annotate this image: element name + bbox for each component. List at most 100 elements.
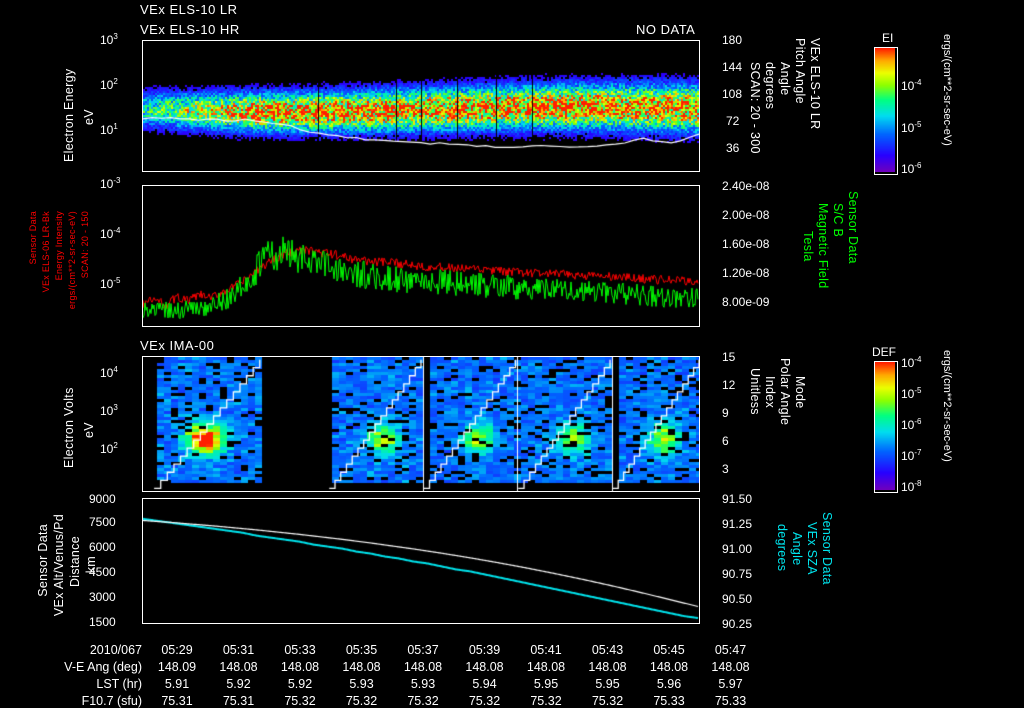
panel2-left-label-2: Energy Intensity xyxy=(54,211,64,281)
axis-tick xyxy=(699,207,700,208)
axis-tick xyxy=(477,498,478,499)
axis-tick xyxy=(142,502,143,503)
axis-tick xyxy=(699,523,700,524)
axis-tick xyxy=(142,296,143,297)
panel-alt: Sensor Data VEx Alt/Venus/Pd Distance km… xyxy=(0,490,1024,640)
axis-tick xyxy=(421,356,422,357)
axis-tick xyxy=(699,171,700,172)
axis-tick xyxy=(671,623,672,624)
axis-tick xyxy=(699,517,700,518)
axis-tick xyxy=(338,326,339,327)
axis-tick xyxy=(699,611,700,612)
axis-tick xyxy=(142,109,143,110)
axis-tick xyxy=(199,623,200,624)
axis-tick xyxy=(142,514,143,515)
axis-tick xyxy=(142,238,143,239)
panel3-ytick-2: 102 xyxy=(100,441,118,456)
axis-tick xyxy=(143,623,144,624)
axis-tick xyxy=(338,356,339,357)
axis-tick xyxy=(142,314,143,315)
axis-tick xyxy=(699,250,700,251)
axis-tick xyxy=(699,375,700,376)
axis-tick xyxy=(699,579,700,580)
axis-tick xyxy=(142,561,143,562)
axis-tick xyxy=(226,185,227,186)
axis-tick xyxy=(142,394,143,395)
axis-tick xyxy=(142,293,143,294)
axis-tick xyxy=(142,317,143,318)
axis-tick xyxy=(310,498,311,499)
panel3-colorbar-title: DEF xyxy=(872,345,896,359)
table-cell-f107: 75.32 xyxy=(407,694,439,708)
axis-tick xyxy=(142,464,143,465)
axis-tick xyxy=(338,623,339,624)
axis-tick xyxy=(477,356,478,357)
axis-tick xyxy=(142,369,143,370)
axis-tick xyxy=(310,40,311,41)
axis-tick xyxy=(142,83,143,84)
table-cell-ve_ang: 148.08 xyxy=(219,660,258,674)
axis-tick xyxy=(226,623,227,624)
axis-tick xyxy=(142,614,143,615)
axis-tick xyxy=(699,605,700,606)
panel4-ytick-4: 3000 xyxy=(89,590,116,604)
axis-tick xyxy=(142,207,143,208)
axis-tick xyxy=(532,623,533,624)
panel2-plot-area[interactable] xyxy=(142,185,700,327)
axis-tick xyxy=(142,476,143,477)
axis-tick xyxy=(699,421,700,422)
axis-tick xyxy=(421,171,422,172)
axis-tick xyxy=(143,498,144,499)
axis-tick xyxy=(699,256,700,257)
panel2-left-label-4: SCAN: 20 - 150 xyxy=(80,211,90,279)
axis-tick xyxy=(142,534,143,535)
axis-tick xyxy=(699,514,700,515)
axis-tick xyxy=(142,161,143,162)
axis-tick xyxy=(142,229,143,230)
axis-tick xyxy=(616,40,617,41)
axis-tick xyxy=(699,372,700,373)
axis-tick xyxy=(142,210,143,211)
axis-tick xyxy=(226,326,227,327)
axis-tick xyxy=(449,623,450,624)
panel2-right-tick-1: 2.00e-08 xyxy=(722,208,770,222)
axis-tick xyxy=(449,326,450,327)
axis-tick xyxy=(142,189,143,190)
axis-tick xyxy=(142,96,143,97)
panel3-plot-area[interactable] xyxy=(142,356,700,492)
axis-tick xyxy=(142,165,143,166)
axis-tick xyxy=(142,283,143,284)
axis-tick xyxy=(142,250,143,251)
panel1-ytick-0: 103 xyxy=(100,32,118,47)
table-cell-f107: 75.32 xyxy=(345,694,378,708)
axis-tick xyxy=(699,381,700,382)
panel4-left-label-1: VEx Alt/Venus/Pd xyxy=(52,514,66,617)
axis-tick xyxy=(338,40,339,41)
axis-tick xyxy=(560,171,561,172)
panel3-left-axis-unit-label: eV xyxy=(82,410,96,450)
panel1-no-data-label: NO DATA xyxy=(636,22,696,37)
axis-tick xyxy=(699,534,700,535)
axis-tick xyxy=(142,142,143,143)
panel4-plot-area[interactable] xyxy=(142,498,700,624)
axis-tick xyxy=(699,165,700,166)
axis-tick xyxy=(142,593,143,594)
axis-tick xyxy=(477,623,478,624)
axis-tick xyxy=(699,201,700,202)
axis-tick xyxy=(643,623,644,624)
axis-tick xyxy=(699,67,700,68)
axis-tick xyxy=(142,116,143,117)
axis-tick xyxy=(699,585,700,586)
axis-tick xyxy=(282,326,283,327)
axis-tick xyxy=(699,219,700,220)
axis-tick xyxy=(699,498,700,499)
axis-tick xyxy=(142,415,143,416)
panel2-right-tick-4: 8.00e-09 xyxy=(722,295,770,309)
panel1-plot-area[interactable] xyxy=(142,40,700,172)
table-row-label-0: 2010/067 xyxy=(89,643,142,657)
axis-tick xyxy=(699,216,700,217)
axis-tick xyxy=(699,482,700,483)
axis-tick xyxy=(699,265,700,266)
axis-tick xyxy=(142,135,143,136)
axis-tick xyxy=(142,100,143,101)
